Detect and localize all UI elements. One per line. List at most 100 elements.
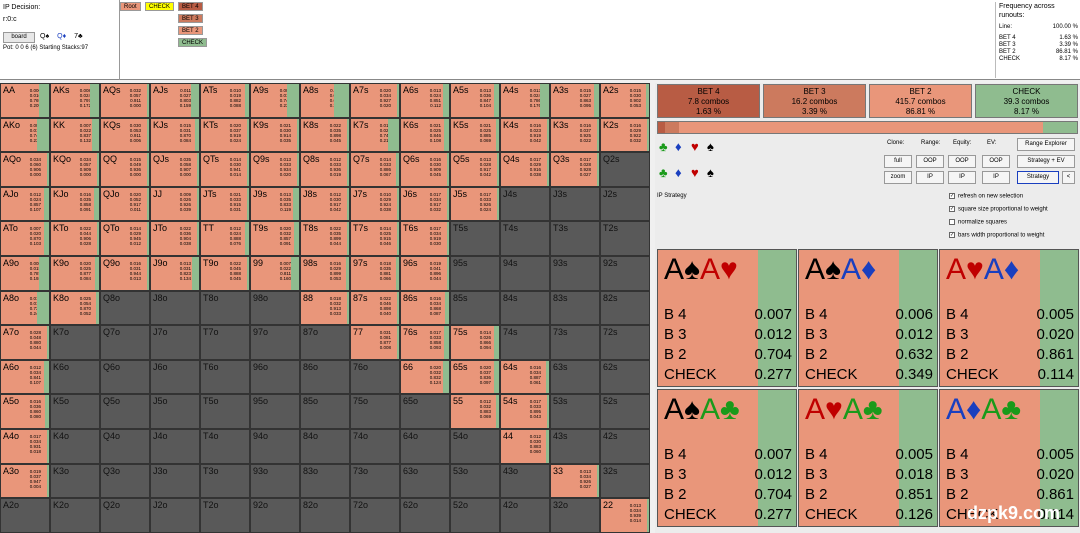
hand-cell[interactable]: AJo 0.012 0.024 0.857 0.107 — [0, 186, 50, 222]
spade-icon[interactable]: ♠ — [707, 165, 714, 180]
action-box[interactable]: BET 3 16.2 combos 3.39 % — [763, 84, 866, 118]
hand-cell[interactable]: 77 0.031 0.081 0.877 0.008 — [350, 325, 400, 360]
hand-cell[interactable]: 75o — [350, 394, 400, 429]
hand-cell[interactable]: TT 0.012 0.024 0.888 0.076 — [200, 221, 250, 256]
hand-cell[interactable]: T8o — [200, 290, 250, 326]
hand-cell[interactable]: K5o — [50, 394, 100, 429]
option-checkbox[interactable]: normalize squares — [949, 219, 1007, 226]
hand-cell[interactable]: Q2s — [600, 152, 650, 187]
action-box[interactable]: CHECK 39.3 combos 8.17 % — [975, 84, 1078, 118]
hand-cell[interactable]: A8o 0.010 0.013 0.733 0.243 — [0, 290, 50, 326]
board-button[interactable]: board — [3, 32, 35, 43]
hand-cell[interactable]: 93o — [250, 463, 300, 499]
hand-cell[interactable]: T9s 0.020 0.032 0.857 0.091 — [250, 221, 300, 256]
hand-cell[interactable]: QJo 0.020 0.052 0.917 0.011 — [100, 186, 150, 222]
hand-cell[interactable]: KK 0.007 0.022 0.837 0.132 — [50, 117, 100, 153]
range-oop-button[interactable]: OOP — [916, 155, 944, 168]
hand-cell[interactable]: J5s 0.017 0.033 0.926 0.024 — [450, 186, 500, 222]
tree-node-bet3[interactable]: BET 3 — [178, 14, 203, 23]
hand-cell[interactable]: QTs 0.014 0.030 0.941 0.014 — [200, 152, 250, 187]
strategy-ev-button[interactable]: Strategy + EV — [1017, 155, 1075, 168]
hand-cell[interactable]: 85o — [300, 394, 350, 429]
range-explorer-button[interactable]: Range Explorer — [1017, 138, 1075, 151]
hand-cell[interactable]: A4o 0.017 0.034 0.931 0.018 — [0, 428, 50, 464]
hand-cell[interactable]: K4o — [50, 428, 100, 464]
hand-cell[interactable]: A7o 0.028 0.048 0.880 0.044 — [0, 325, 50, 360]
hand-cell[interactable]: 73o — [350, 463, 400, 499]
hand-cell[interactable]: Q9s 0.013 0.033 0.934 0.020 — [250, 152, 300, 187]
hand-cell[interactable]: 94o — [250, 428, 300, 464]
hand-cell[interactable]: T6s 0.017 0.034 0.919 0.030 — [400, 221, 450, 256]
hand-cell[interactable]: KQs 0.030 0.053 0.911 0.006 — [100, 117, 150, 153]
hand-cell[interactable]: 44 0.012 0.030 0.883 0.060 — [500, 428, 550, 464]
diamond-icon[interactable]: ♦ — [675, 139, 682, 154]
hand-cell[interactable]: T4o — [200, 428, 250, 464]
heart-icon[interactable]: ♥ — [691, 165, 699, 180]
hand-cell[interactable]: 32o — [550, 498, 600, 533]
ev-ip-button[interactable]: IP — [982, 171, 1010, 184]
heart-icon[interactable]: ♥ — [691, 139, 699, 154]
hand-cell[interactable]: 83o — [300, 463, 350, 499]
hand-cell[interactable]: 53o — [450, 463, 500, 499]
hand-cell[interactable]: 54o — [450, 428, 500, 464]
hand-cell[interactable]: 93s — [550, 255, 600, 291]
runout-card[interactable]: A♦A♣ B 4 0.005 B 3 0.020 B 2 0.861 CHECK 0.1… — [939, 389, 1079, 527]
club-icon[interactable]: ♣ — [659, 165, 668, 180]
tree-node-check2[interactable]: CHECK — [178, 38, 208, 47]
hand-cell[interactable]: Q6o — [100, 359, 150, 395]
hand-cell[interactable]: 88 0.018 0.032 0.913 0.033 — [300, 290, 350, 326]
strategy-button[interactable]: Strategy — [1017, 171, 1059, 184]
hand-cell[interactable]: Q9o 0.016 0.031 0.944 0.013 — [100, 255, 150, 291]
range-ip-button[interactable]: IP — [916, 171, 944, 184]
hand-cell[interactable]: Q3o — [100, 463, 150, 499]
hand-cell[interactable]: 74s — [500, 325, 550, 360]
hand-cell[interactable]: 65o — [400, 394, 450, 429]
hand-cell[interactable]: Q2o — [100, 498, 150, 533]
hand-cell[interactable]: J4o — [150, 428, 200, 464]
hand-cell[interactable]: J3o — [150, 463, 200, 499]
hand-cell[interactable]: 55 0.012 0.032 0.883 0.069 — [450, 394, 500, 429]
tree-node-root[interactable]: Root — [120, 2, 141, 11]
hand-cell[interactable]: 85s — [450, 290, 500, 326]
hand-cell[interactable]: 72o — [350, 498, 400, 533]
hand-cell[interactable]: J7s 0.010 0.029 0.924 0.038 — [350, 186, 400, 222]
hand-cell[interactable]: T8s 0.022 0.035 0.899 0.044 — [300, 221, 350, 256]
hand-cell[interactable]: JTs 0.021 0.033 0.915 0.031 — [200, 186, 250, 222]
hand-cell[interactable]: 74o — [350, 428, 400, 464]
action-box[interactable]: BET 4 7.8 combos 1.63 % — [657, 84, 760, 118]
hand-cell[interactable]: T7o — [200, 325, 250, 360]
hand-cell[interactable]: J9o 0.013 0.031 0.823 0.134 — [150, 255, 200, 291]
hand-cell[interactable]: 92o — [250, 498, 300, 533]
runout-card[interactable]: A♠A♣ B 4 0.007 B 3 0.012 B 2 0.704 CHECK 0.2… — [657, 389, 797, 527]
hand-cell[interactable]: K3s 0.016 0.037 0.925 0.022 — [550, 117, 600, 153]
equity-oop-button[interactable]: OOP — [948, 155, 976, 168]
hand-cell[interactable]: J9s 0.013 0.035 0.833 0.119 — [250, 186, 300, 222]
hand-cell[interactable]: 63o — [400, 463, 450, 499]
tree-node-check[interactable]: CHECK — [145, 2, 175, 11]
hand-cell[interactable]: T2o — [200, 498, 250, 533]
hand-cell[interactable]: 63s — [550, 359, 600, 395]
hand-cell[interactable]: KQo 0.034 0.057 0.909 0.000 — [50, 152, 100, 187]
checkbox-icon[interactable]: ✓ — [949, 206, 955, 212]
hand-cell[interactable]: J4s — [500, 186, 550, 222]
hand-cell[interactable]: AQo 0.034 0.060 0.906 0.000 — [0, 152, 50, 187]
hand-cell[interactable]: 83s — [550, 290, 600, 326]
diamond-icon[interactable]: ♦ — [675, 165, 682, 180]
option-checkbox[interactable]: ✓ refresh on new selection — [949, 193, 1023, 200]
hand-cell[interactable]: K5s 0.021 0.025 0.885 0.069 — [450, 117, 500, 153]
hand-cell[interactable]: 52o — [450, 498, 500, 533]
hand-cell[interactable]: T7s 0.014 0.025 0.915 0.046 — [350, 221, 400, 256]
hand-cell[interactable]: 82o — [300, 498, 350, 533]
hand-cell[interactable]: 54s 0.017 0.033 0.895 0.043 — [500, 394, 550, 429]
hand-cell[interactable]: Q3s 0.017 0.028 0.928 0.027 — [550, 152, 600, 187]
hand-cell[interactable]: AA 0.006 0.016 0.769 0.209 — [0, 83, 50, 118]
hand-cell[interactable]: K2s 0.016 0.029 0.922 0.032 — [600, 117, 650, 153]
hand-cell[interactable]: T9o 0.022 0.045 0.888 0.045 — [200, 255, 250, 291]
hand-cell[interactable]: ATs 0.010 0.019 0.882 0.088 — [200, 83, 250, 118]
hand-cell[interactable]: 87s 0.022 0.046 0.898 0.040 — [350, 290, 400, 326]
hand-cell[interactable]: 96o — [250, 359, 300, 395]
hand-cell[interactable]: J7o — [150, 325, 200, 360]
hand-cell[interactable]: A5o 0.016 0.036 0.860 0.080 — [0, 394, 50, 429]
hand-cell[interactable]: K8o 0.025 0.054 0.870 0.052 — [50, 290, 100, 326]
hand-cell[interactable]: 64s 0.016 0.034 0.887 0.061 — [500, 359, 550, 395]
